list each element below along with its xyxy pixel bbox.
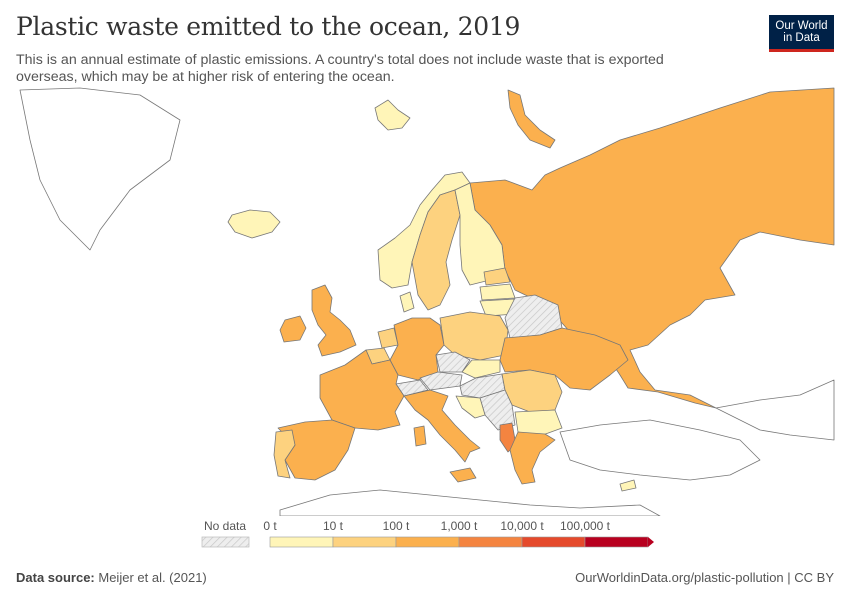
- data-source-value: Meijer et al. (2021): [98, 570, 207, 585]
- region-ukraine[interactable]: [499, 327, 629, 391]
- data-source: Data source: Meijer et al. (2021): [16, 570, 207, 585]
- legend-swatch-2[interactable]: [395, 536, 460, 548]
- region-italy[interactable]: [403, 389, 481, 463]
- region-germany[interactable]: [389, 317, 445, 381]
- chart-subtitle: This is an annual estimate of plastic em…: [16, 52, 664, 85]
- region-bulgaria[interactable]: [514, 409, 563, 437]
- region-ireland[interactable]: [279, 315, 307, 343]
- region-svalbard[interactable]: [374, 99, 411, 131]
- owid-logo[interactable]: Our World in Data: [769, 15, 834, 52]
- region-italy-sardinia[interactable]: [413, 425, 427, 447]
- legend-swatch-0[interactable]: [269, 536, 334, 548]
- region-slovakia[interactable]: [461, 359, 501, 379]
- legend-label-0: 0 t: [263, 519, 277, 533]
- legend-label-1: 10 t: [323, 519, 344, 533]
- legend-label-4: 10,000 t: [500, 519, 544, 533]
- chart-title: Plastic waste emitted to the ocean, 2019: [16, 12, 521, 41]
- legend-swatch-5[interactable]: [584, 536, 649, 548]
- legend-no-data-label: No data: [204, 519, 246, 533]
- land-greenland: [19, 87, 181, 251]
- legend-no-data-swatch[interactable]: [201, 536, 250, 548]
- region-italy-sicily[interactable]: [449, 467, 477, 483]
- land-caucasus: [715, 379, 835, 441]
- region-austria[interactable]: [419, 371, 463, 391]
- legend-label-5: 100,000 t: [560, 519, 611, 533]
- logo-line-2: in Data: [783, 32, 820, 44]
- legend-swatch-1[interactable]: [332, 536, 397, 548]
- footer-link[interactable]: OurWorldinData.org/plastic-pollution | C…: [575, 570, 834, 585]
- region-croatia[interactable]: [455, 395, 486, 419]
- europe-map: [19, 87, 835, 516]
- region-cyprus[interactable]: [619, 479, 637, 492]
- region-denmark[interactable]: [399, 291, 415, 313]
- region-czechia[interactable]: [435, 351, 471, 373]
- region-novaya-zemlya[interactable]: [507, 89, 556, 149]
- legend-swatch-3[interactable]: [458, 536, 523, 548]
- region-estonia[interactable]: [483, 267, 511, 286]
- region-iceland[interactable]: [227, 209, 281, 239]
- legend-label-2: 100 t: [383, 519, 410, 533]
- data-source-label: Data source:: [16, 570, 95, 585]
- land-turkey: [559, 419, 761, 481]
- region-united-kingdom[interactable]: [311, 284, 357, 357]
- legend-arrow: [648, 537, 654, 547]
- legend-label-3: 1,000 t: [441, 519, 478, 533]
- logo-line-1: Our World: [775, 20, 828, 32]
- region-portugal[interactable]: [273, 429, 296, 479]
- legend-swatch-4[interactable]: [521, 536, 586, 548]
- region-greece[interactable]: [509, 431, 556, 485]
- land-north-africa: [279, 489, 661, 516]
